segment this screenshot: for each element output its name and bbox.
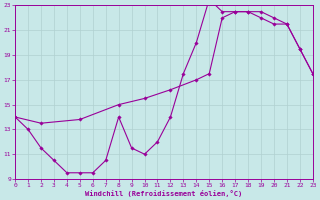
X-axis label: Windchill (Refroidissement éolien,°C): Windchill (Refroidissement éolien,°C) [85, 190, 243, 197]
